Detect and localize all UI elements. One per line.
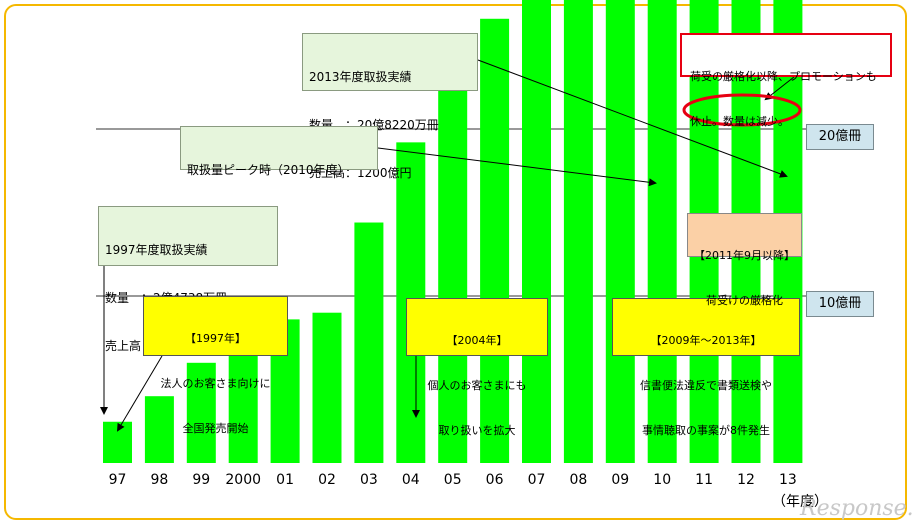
x-tick-label-97: 97 (109, 472, 127, 488)
strict-line-1: 【2011年9月以降】 (694, 249, 795, 262)
x-tick-label-05: 05 (444, 472, 462, 488)
expand-line-2: 個人のお客さまにも (427, 379, 527, 392)
x-tick-label-11: 11 (695, 472, 713, 488)
bar-03 (354, 222, 384, 463)
response-logo: Response. (800, 496, 914, 521)
fy1997-results-box: 1997年度取扱実績 数量 ：2億4738万冊 売上高：297億円 (98, 206, 278, 353)
x-tick-label-98: 98 (150, 472, 168, 488)
violations-line-1: 【2009年～2013年】 (650, 334, 762, 347)
strict-line-2: 荷受けの厳格化 (706, 294, 783, 307)
launch-1997-box: 【1997年】 法人のお客さま向けに 全国発売開始 (143, 296, 288, 435)
bar-99 (186, 362, 216, 463)
decline-highlight-ellipse (682, 93, 802, 127)
bar-97 (103, 421, 132, 463)
arrow-fy2013 (477, 59, 788, 178)
fy2013-line-1: 2013年度取扱実績 (309, 70, 412, 84)
violations-line-3: 事情聴取の事案が8件発生 (642, 424, 770, 437)
x-tick-label-01: 01 (276, 472, 294, 488)
launch-line-3: 全国発売開始 (182, 422, 249, 435)
bar-08 (563, 0, 593, 463)
x-tick-label-12: 12 (737, 472, 755, 488)
expand-2004-box: 【2004年】 個人のお客さまにも 取り扱いを拡大 (406, 298, 548, 437)
bar-10 (647, 0, 677, 464)
ref-label-10: 10億冊 (806, 291, 874, 317)
peak-box: 取扱量ピーク時（2010年度） 23億938万冊 (180, 126, 378, 225)
bar-02 (312, 312, 342, 463)
launch-line-2: 法人のお客さま向けに (160, 377, 271, 390)
bar-06 (480, 18, 510, 464)
x-tick-label-04: 04 (402, 472, 420, 488)
arrow-1997-launch (116, 355, 163, 432)
fy1997-line-1: 1997年度取扱実績 (105, 243, 208, 257)
x-tick-label-10: 10 (653, 472, 671, 488)
fy2013-results-box: 2013年度取扱実績 数量 ：20億8220万冊 売上高：1200億円 (302, 33, 478, 180)
promo-line-1: 荷受の厳格化以降、プロモーションも (690, 70, 877, 83)
ref-label-20: 20億冊 (806, 124, 874, 150)
violations-line-2: 信書便法違反で書類送検や (640, 379, 772, 392)
promo-line-2: 休止。数量は減少。 (690, 115, 789, 128)
launch-line-1: 【1997年】 (185, 332, 246, 345)
bar-98 (144, 396, 174, 463)
x-tick-label-02: 02 (318, 472, 336, 488)
x-tick-label-99: 99 (192, 472, 210, 488)
chart-frame (4, 4, 907, 520)
arrow-peak (377, 147, 657, 187)
arrow-promo-note (764, 76, 795, 101)
x-axis-unit: （年度） (772, 494, 828, 510)
x-tick-label-07: 07 (528, 472, 546, 488)
expand-line-3: 取り扱いを拡大 (438, 424, 516, 437)
x-tick-label-06: 06 (486, 472, 504, 488)
promo-note-box: 荷受の厳格化以降、プロモーションも 休止。数量は減少。 (680, 33, 892, 128)
bar-05 (438, 85, 468, 463)
x-tick-label-03: 03 (360, 472, 378, 488)
bar-09 (605, 0, 635, 463)
strict-2011-box: 【2011年9月以降】 荷受けの厳格化 (687, 213, 802, 307)
x-tick-label-09: 09 (611, 472, 629, 488)
x-tick-label-2000: 2000 (225, 472, 261, 488)
x-tick-label-08: 08 (569, 472, 587, 488)
expand-line-1: 【2004年】 (446, 334, 508, 347)
x-tick-label-13: 13 (779, 472, 797, 488)
peak-line-1: 取扱量ピーク時（2010年度） (187, 163, 350, 177)
violations-box: 【2009年～2013年】 信書便法違反で書類送検や 事情聴取の事案が8件発生 (612, 298, 800, 437)
bar-07 (522, 0, 551, 463)
